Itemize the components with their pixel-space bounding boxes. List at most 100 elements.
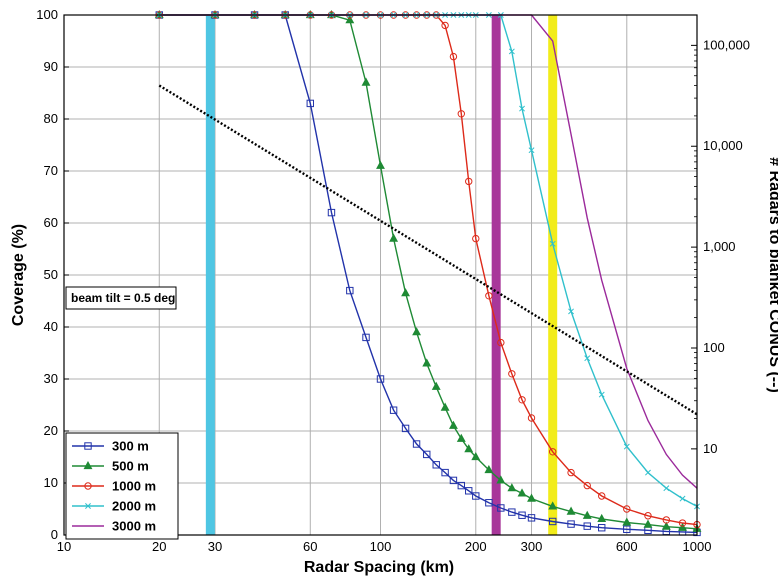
data-point xyxy=(549,240,556,247)
data-point xyxy=(508,48,515,55)
legend-label: 3000 m xyxy=(112,519,156,534)
legend-item: 3000 m xyxy=(72,519,156,534)
plot-frame xyxy=(63,14,698,536)
y2-tick-label: 10 xyxy=(703,441,717,456)
data-point xyxy=(508,370,516,378)
y-tick-label: 10 xyxy=(44,475,58,490)
data-point xyxy=(598,524,606,532)
grid xyxy=(64,15,697,535)
legend-item: 2000 m xyxy=(72,499,156,514)
data-point xyxy=(548,448,557,456)
data-point xyxy=(84,482,92,490)
data-point xyxy=(679,495,686,502)
legend: 300 m 500 m 1000 m 2000 m 3000 m xyxy=(65,432,179,540)
data-point xyxy=(583,522,591,530)
data-point xyxy=(623,505,631,513)
legend-item: 500 m xyxy=(72,459,149,474)
data-point xyxy=(678,519,687,527)
series-line xyxy=(159,14,698,489)
data-point xyxy=(449,52,458,61)
y-tick-label: 90 xyxy=(44,59,58,74)
x-tick-label: 100 xyxy=(370,539,392,554)
data-point xyxy=(497,504,505,512)
data-point xyxy=(401,288,411,297)
series-300-m xyxy=(155,11,701,537)
series-500-m xyxy=(154,9,702,532)
y-tick-label: 20 xyxy=(44,423,58,438)
vertical-bands xyxy=(205,15,558,535)
data-point xyxy=(376,160,385,169)
data-point xyxy=(568,308,575,315)
y-tick-label: 0 xyxy=(51,527,58,542)
data-point xyxy=(485,292,493,300)
vertical-band xyxy=(548,15,558,535)
y-tick-label: 30 xyxy=(44,371,58,386)
data-point xyxy=(361,77,371,86)
data-point xyxy=(661,521,671,530)
x-tick-label: 200 xyxy=(465,539,487,554)
data-point xyxy=(431,381,441,390)
data-point xyxy=(678,522,687,531)
data-point xyxy=(471,451,481,461)
data-point xyxy=(517,488,527,497)
data-point xyxy=(519,105,525,112)
y2-tick-label: 10,000 xyxy=(703,138,743,153)
x-tick-label: 20 xyxy=(152,539,166,554)
data-point xyxy=(441,21,449,30)
data-point xyxy=(432,461,440,469)
x-axis-title: Radar Spacing (km) xyxy=(304,559,454,576)
data-point xyxy=(457,481,465,490)
legend-label: 300 m xyxy=(112,439,149,454)
data-point xyxy=(448,420,458,429)
data-point xyxy=(597,513,607,522)
data-point xyxy=(548,501,558,510)
data-point xyxy=(582,510,592,519)
x-tick-label: 1000 xyxy=(683,539,712,554)
legend-label: 500 m xyxy=(112,459,149,474)
axes xyxy=(63,14,698,536)
data-point xyxy=(376,375,385,383)
y2-axis-title: # Radars to blanket CONUS (--) xyxy=(766,157,778,393)
data-point xyxy=(327,208,336,217)
data-point xyxy=(567,468,575,477)
y2-tick-label: 100,000 xyxy=(703,37,750,52)
data-point xyxy=(518,511,526,519)
data-point xyxy=(663,485,670,492)
data-point xyxy=(645,469,651,476)
series-layer xyxy=(154,9,702,537)
legend-item: 1000 m xyxy=(72,479,156,494)
data-point xyxy=(423,450,431,459)
data-point xyxy=(623,525,631,533)
data-point xyxy=(401,424,410,433)
data-point xyxy=(465,487,473,495)
x-tick-label: 10 xyxy=(57,539,71,554)
series-3000-m xyxy=(159,14,698,489)
data-point xyxy=(449,476,458,485)
y-tick-label: 80 xyxy=(44,111,58,126)
y2-tick-label: 1,000 xyxy=(703,239,736,254)
data-point xyxy=(422,358,432,367)
x-tick-label: 30 xyxy=(208,539,222,554)
data-point xyxy=(412,327,422,336)
data-point xyxy=(584,355,591,362)
data-point xyxy=(622,517,632,526)
data-point xyxy=(528,147,535,154)
data-point xyxy=(472,492,480,500)
data-point xyxy=(472,234,480,243)
data-point xyxy=(83,460,93,470)
data-point xyxy=(583,481,591,490)
x-tick-label: 300 xyxy=(521,539,543,554)
annotation-text: beam tilt = 0.5 deg xyxy=(71,291,175,305)
legend-label: 1000 m xyxy=(112,479,156,494)
data-point xyxy=(457,110,465,118)
series-1000-m xyxy=(155,11,701,529)
x-tick-label: 600 xyxy=(616,539,638,554)
legend-label: 2000 m xyxy=(112,499,156,514)
data-point xyxy=(548,517,557,526)
y-tick-label: 70 xyxy=(44,163,58,178)
series-2000-m xyxy=(156,12,700,510)
legend-item: 300 m xyxy=(72,439,149,454)
data-point xyxy=(496,475,506,484)
y-tick-label: 50 xyxy=(44,267,58,282)
